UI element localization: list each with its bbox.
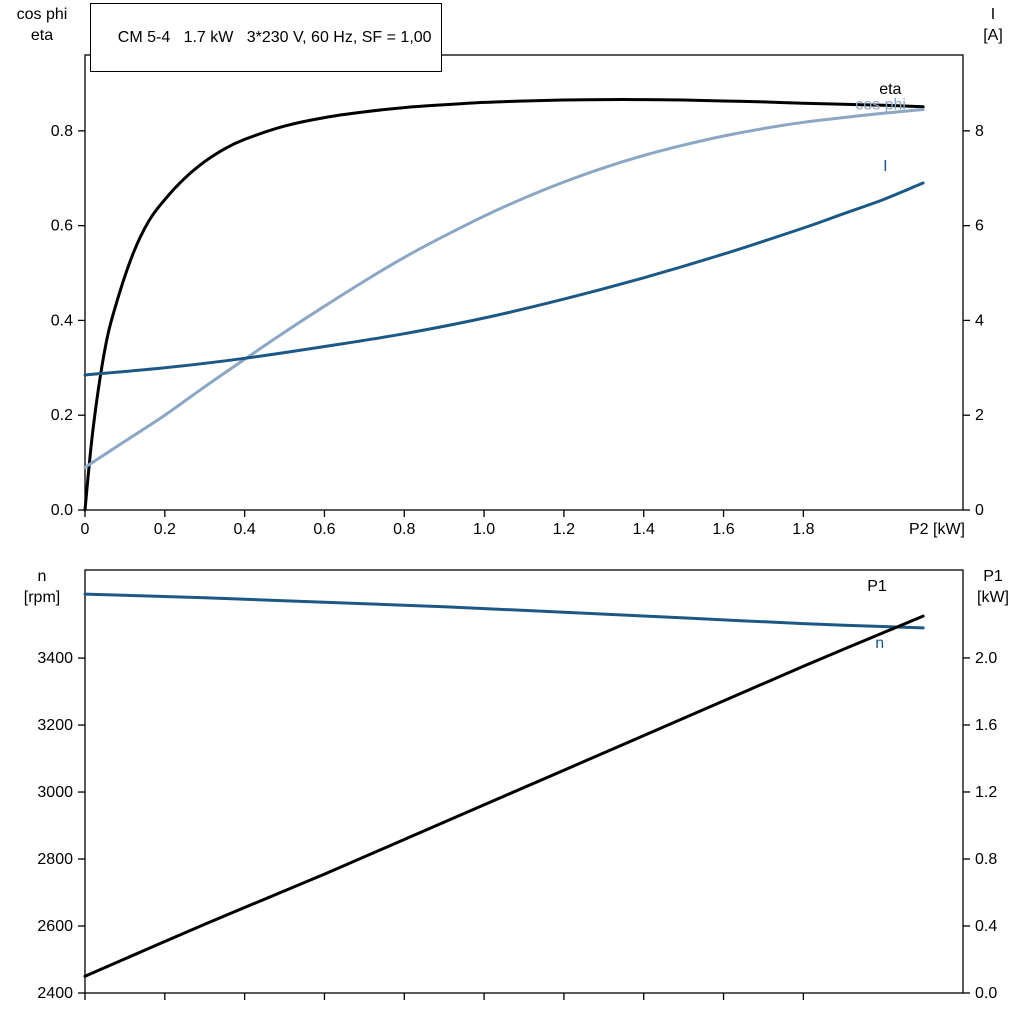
x-tick-label: 0: [81, 521, 90, 538]
right-tick-label: 0.4: [975, 918, 997, 935]
left-tick-label: 0.4: [51, 312, 73, 329]
curve-n: [83, 592, 925, 630]
left-tick-label: 3200: [37, 717, 73, 734]
eta-axis-label: eta: [30, 27, 54, 44]
left-axis-title-bottom: n [rpm]: [2, 566, 82, 608]
right-axis-title-bottom: P1 [kW]: [964, 566, 1022, 608]
left-tick-label: 3000: [37, 784, 73, 801]
x-tick-label: 1.6: [712, 521, 734, 538]
right-tick-label: 2: [975, 407, 984, 424]
left-tick-label: 0.8: [51, 123, 73, 140]
curve-label-cos-phi: cos phi: [855, 97, 906, 114]
speed-axis-unit: [rpm]: [23, 589, 61, 606]
right-tick-label: 4: [975, 312, 984, 329]
left-tick-label: 2400: [37, 985, 73, 1002]
chart-0: 0.0 0.2 0.4 0.6 0.8 0 2 4 6 8 0 0.2 0.4 0.6 0.8 1.0 1.2 1…: [51, 54, 984, 538]
x-axis-label: P2 [kW]: [909, 521, 965, 538]
right-tick-label: 6: [975, 218, 984, 235]
left-tick-label: 2800: [37, 851, 73, 868]
x-tick-label: 0.2: [154, 521, 176, 538]
curve-I: [83, 181, 925, 377]
right-tick-label: 0: [975, 502, 984, 519]
curve-label-I: I: [883, 158, 887, 175]
plot-frame: [84, 54, 964, 511]
chart-title: CM 5-4 1.7 kW 3*230 V, 60 Hz, SF = 1,00: [117, 29, 432, 46]
curve-label-P1: P1: [867, 578, 887, 595]
left-tick-label: 2600: [37, 918, 73, 935]
cos-phi-axis-label: cos phi: [16, 6, 68, 23]
right-tick-label: 0.0: [975, 985, 997, 1002]
current-axis-label: I: [990, 6, 996, 23]
x-tick-label: 1.0: [473, 521, 495, 538]
left-tick-label: 0.2: [51, 407, 73, 424]
curve-P1: [83, 614, 925, 978]
x-tick-label: 1.2: [553, 521, 575, 538]
curve-eta: [83, 98, 925, 512]
p1-axis-unit: [kW]: [977, 589, 1009, 606]
left-tick-label: 3400: [37, 650, 73, 667]
p1-axis-label: P1: [983, 568, 1003, 585]
x-tick-label: 0.4: [234, 521, 256, 538]
left-tick-label: 0.6: [51, 218, 73, 235]
x-tick-label: 1.4: [633, 521, 655, 538]
curve-label-eta: eta: [879, 81, 901, 98]
x-tick-label: 1.8: [792, 521, 814, 538]
right-tick-label: 0.8: [975, 851, 997, 868]
left-tick-label: 0.0: [51, 502, 73, 519]
x-tick-label: 0.8: [393, 521, 415, 538]
curve-label-n: n: [875, 635, 884, 652]
right-tick-label: 2.0: [975, 650, 997, 667]
current-axis-unit: [A]: [983, 27, 1003, 44]
x-tick-label: 0.6: [313, 521, 335, 538]
chart-1: 2400 2600 2800 3000 3200 3400 0.0 0.4 0.8 1.2 1.6 2…: [37, 569, 997, 1002]
speed-axis-label: n: [37, 568, 47, 585]
left-axis-title-top: cos phi eta: [2, 4, 82, 46]
curve-cos-phi: [83, 108, 925, 469]
right-tick-label: 8: [975, 123, 984, 140]
plot-frame: [84, 569, 964, 994]
right-axis-title-top: I [A]: [964, 4, 1022, 46]
right-tick-label: 1.2: [975, 784, 997, 801]
chart-title-box: CM 5-4 1.7 kW 3*230 V, 60 Hz, SF = 1,00: [90, 3, 442, 72]
right-tick-label: 1.6: [975, 717, 997, 734]
